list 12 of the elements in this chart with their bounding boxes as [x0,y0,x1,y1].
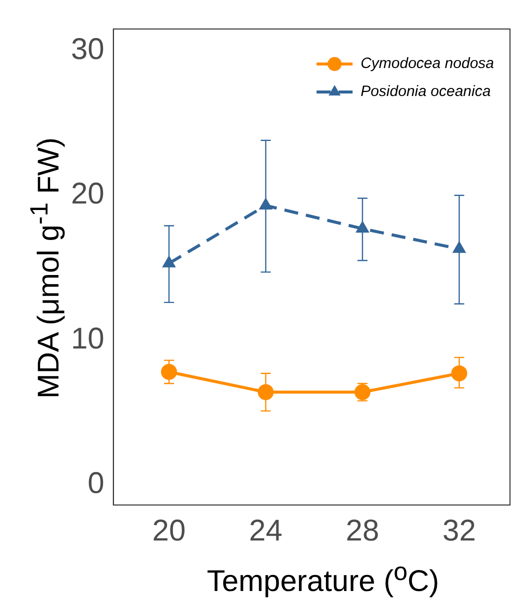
legend-label: Posidonia oceanica [360,83,491,100]
y-tick-label: 10 [70,322,104,356]
y-tick-label: 0 [88,467,104,500]
x-tick-label: 20 [152,514,186,548]
x-tick-label: 28 [346,514,380,548]
x-tick-label: 24 [249,514,282,548]
y-tick-label: 30 [70,32,104,66]
x-axis-title: Temperature ($^{o}$C) [206,558,440,599]
y-tick-label: 20 [70,178,104,211]
legend-label: Cymodocea nodosa [360,55,494,72]
point [160,364,177,380]
x-tick-label: 32 [442,514,476,548]
